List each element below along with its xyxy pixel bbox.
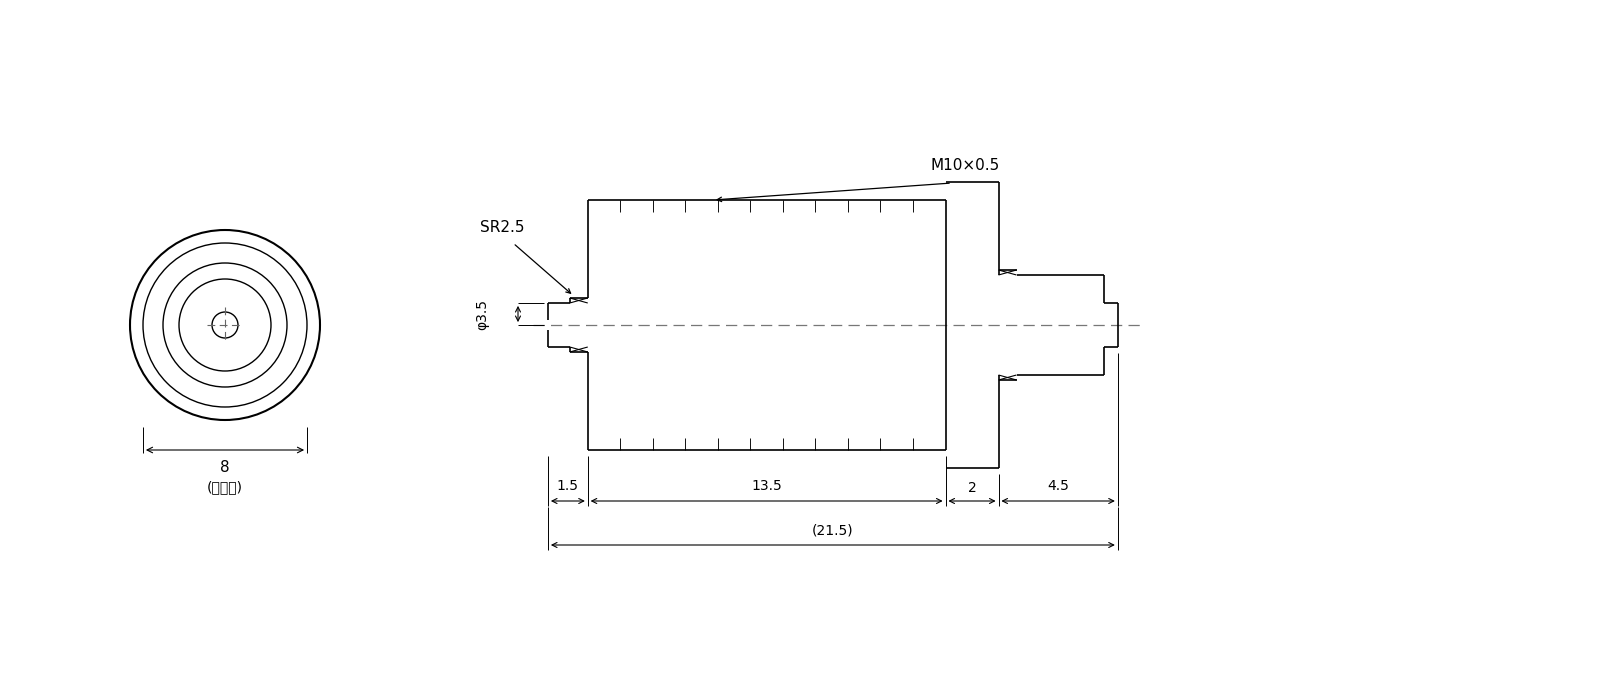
- Text: 13.5: 13.5: [752, 479, 782, 493]
- Text: 2: 2: [968, 481, 976, 495]
- Text: φ3.5: φ3.5: [475, 299, 490, 330]
- Text: SR2.5: SR2.5: [480, 220, 525, 235]
- Text: M10×0.5: M10×0.5: [930, 158, 1000, 173]
- Text: (21.5): (21.5): [813, 523, 854, 537]
- Text: 8: 8: [221, 460, 230, 475]
- Text: 1.5: 1.5: [557, 479, 579, 493]
- Text: (二面川): (二面川): [206, 480, 243, 494]
- Text: 4.5: 4.5: [1046, 479, 1069, 493]
